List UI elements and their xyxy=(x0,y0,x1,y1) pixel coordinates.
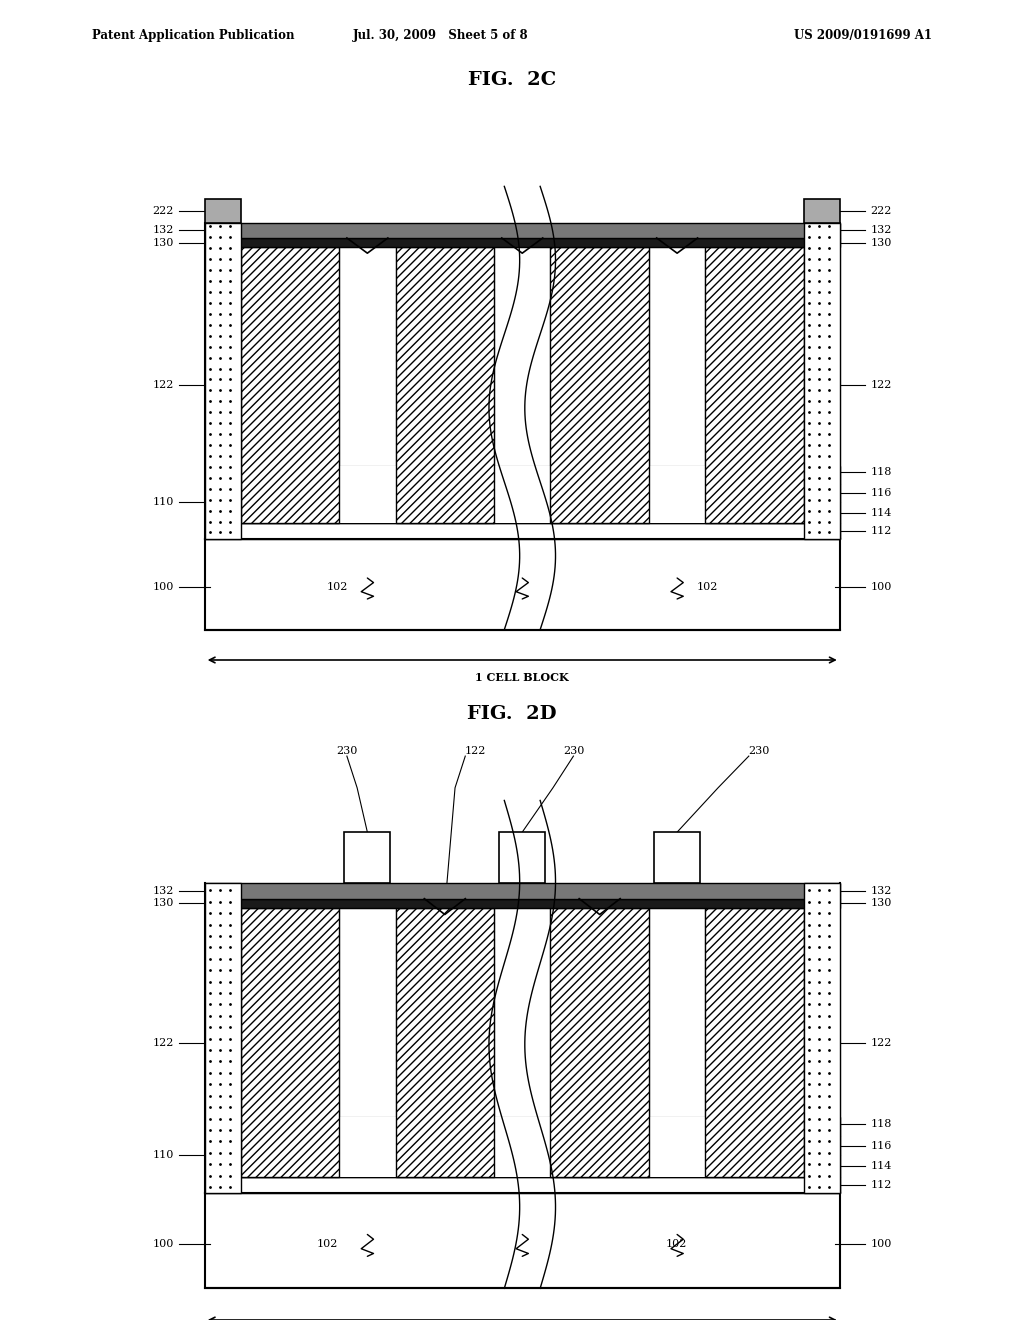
Bar xyxy=(494,466,551,523)
Bar xyxy=(500,832,545,883)
Bar xyxy=(205,502,840,523)
Bar xyxy=(344,832,390,883)
Bar xyxy=(205,883,241,1193)
Text: 118: 118 xyxy=(870,467,892,477)
Text: 132: 132 xyxy=(870,226,892,235)
Bar xyxy=(494,1117,551,1177)
Bar xyxy=(205,883,840,899)
Text: 122: 122 xyxy=(870,1038,892,1048)
Bar xyxy=(205,466,840,484)
Bar xyxy=(205,198,241,223)
Text: 130: 130 xyxy=(153,899,174,908)
Bar xyxy=(205,223,241,539)
Text: 222: 222 xyxy=(870,206,892,215)
Text: 230: 230 xyxy=(563,746,584,756)
Bar xyxy=(339,908,395,1117)
Bar xyxy=(654,832,700,883)
Text: FIG.  2D: FIG. 2D xyxy=(467,705,557,723)
Bar xyxy=(205,238,840,247)
Text: 122: 122 xyxy=(870,380,892,391)
Text: 130: 130 xyxy=(870,899,892,908)
Text: 230: 230 xyxy=(749,746,770,756)
Bar xyxy=(706,908,804,1177)
Text: 222: 222 xyxy=(153,206,174,215)
Text: 122: 122 xyxy=(153,1038,174,1048)
Bar xyxy=(706,247,804,523)
Bar xyxy=(395,247,494,523)
Text: US 2009/0191699 A1: US 2009/0191699 A1 xyxy=(794,29,932,42)
Bar xyxy=(205,1117,840,1137)
Bar xyxy=(551,908,649,1177)
Bar xyxy=(205,223,840,238)
Text: FIG.  2C: FIG. 2C xyxy=(468,71,556,88)
Text: 100: 100 xyxy=(870,1239,892,1249)
Bar xyxy=(205,899,840,908)
Text: 110: 110 xyxy=(153,498,174,507)
Bar xyxy=(804,198,840,223)
Bar xyxy=(804,223,840,539)
Bar xyxy=(205,1193,840,1288)
Bar xyxy=(241,247,339,523)
Text: 100: 100 xyxy=(153,582,174,593)
Bar xyxy=(649,247,706,466)
Bar xyxy=(339,466,395,523)
Text: 102: 102 xyxy=(317,1239,338,1249)
Text: Patent Application Publication: Patent Application Publication xyxy=(92,29,295,42)
Bar xyxy=(339,247,395,466)
Bar xyxy=(494,908,551,1117)
Text: 102: 102 xyxy=(327,582,348,593)
Text: 1 CELL BLOCK: 1 CELL BLOCK xyxy=(475,672,569,684)
Bar xyxy=(205,1137,840,1155)
Text: 112: 112 xyxy=(870,1180,892,1191)
Bar xyxy=(339,1117,395,1177)
Text: 100: 100 xyxy=(870,582,892,593)
Text: 114: 114 xyxy=(870,1162,892,1171)
Text: 132: 132 xyxy=(153,226,174,235)
Bar xyxy=(649,908,706,1117)
Bar xyxy=(241,908,339,1177)
Text: 114: 114 xyxy=(870,508,892,517)
Bar xyxy=(649,466,706,523)
Text: 122: 122 xyxy=(465,746,486,756)
Text: 102: 102 xyxy=(696,582,718,593)
Bar xyxy=(205,484,840,502)
Text: 112: 112 xyxy=(870,525,892,536)
Bar xyxy=(551,247,649,523)
Bar xyxy=(395,908,494,1177)
Text: 130: 130 xyxy=(870,238,892,248)
Bar xyxy=(205,1155,840,1177)
Bar xyxy=(804,883,840,1193)
Text: 132: 132 xyxy=(153,886,174,896)
Text: 130: 130 xyxy=(153,238,174,248)
Bar xyxy=(494,247,551,466)
Text: 122: 122 xyxy=(153,380,174,391)
Text: 230: 230 xyxy=(336,746,357,756)
Text: Jul. 30, 2009   Sheet 5 of 8: Jul. 30, 2009 Sheet 5 of 8 xyxy=(352,29,528,42)
Bar xyxy=(649,1117,706,1177)
Bar xyxy=(205,539,840,630)
Text: 116: 116 xyxy=(870,1140,892,1151)
Text: 102: 102 xyxy=(666,1239,686,1249)
Bar xyxy=(205,523,840,539)
Text: 132: 132 xyxy=(870,886,892,896)
Text: 118: 118 xyxy=(870,1118,892,1129)
Text: 116: 116 xyxy=(870,488,892,498)
Text: 110: 110 xyxy=(153,1150,174,1160)
Text: 100: 100 xyxy=(153,1239,174,1249)
Bar xyxy=(205,1177,840,1193)
